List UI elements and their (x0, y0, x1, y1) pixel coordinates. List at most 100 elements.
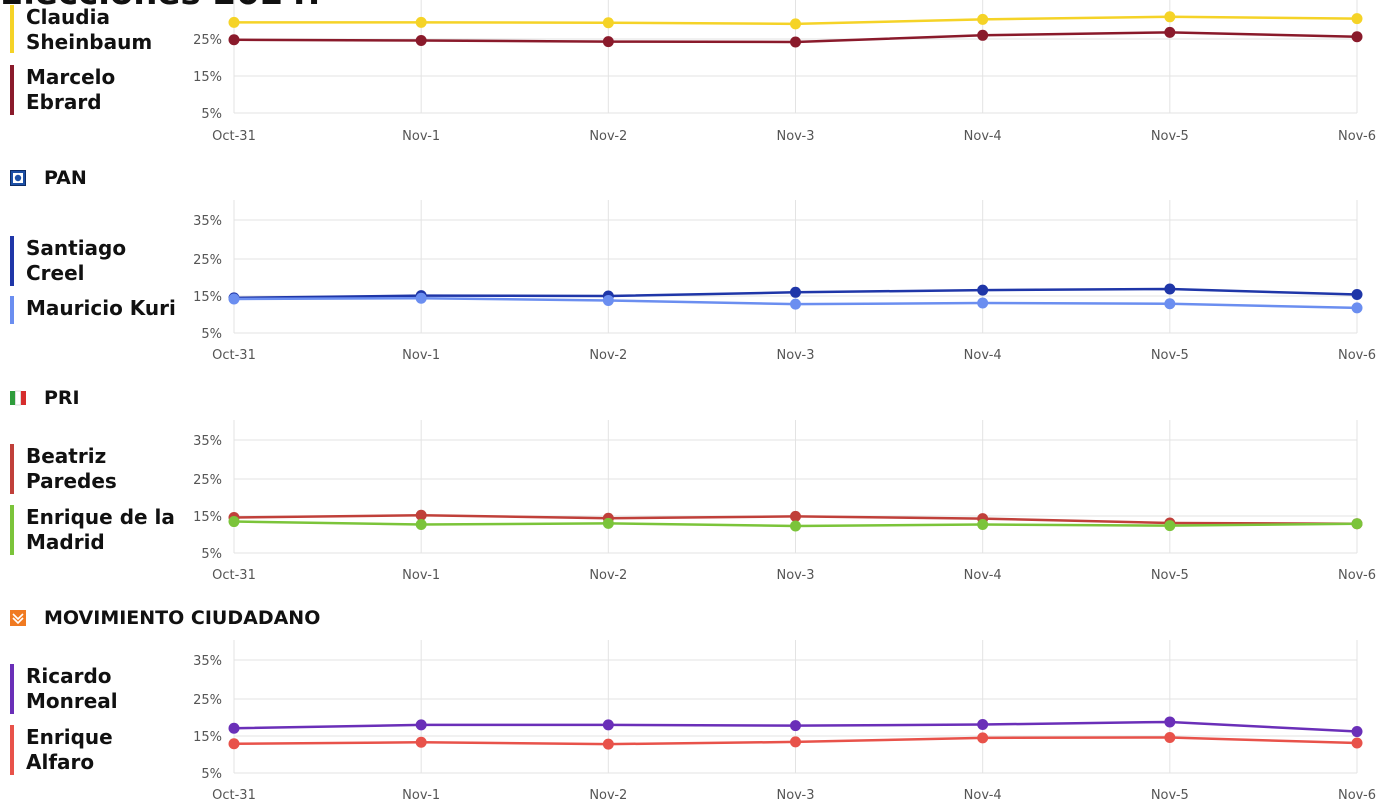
pan-logo-icon (10, 170, 26, 186)
x-tick-label: Nov-3 (777, 348, 815, 363)
y-tick-label: 25% (193, 33, 222, 48)
data-point (977, 284, 989, 296)
x-tick-label: Oct-31 (212, 129, 256, 144)
y-tick-label: 5% (201, 547, 222, 562)
data-point (790, 18, 801, 30)
legend-label: Ricardo Monreal (26, 664, 118, 713)
legend-label: Enrique de la Madrid (26, 505, 175, 554)
data-point (415, 292, 427, 304)
data-point (790, 298, 801, 310)
data-point (1164, 26, 1176, 38)
y-tick-label: 25% (193, 473, 222, 488)
y-tick-label: 35% (193, 214, 222, 229)
x-tick-label: Oct-31 (212, 788, 256, 802)
legend-label: Mauricio Kuri (26, 296, 176, 320)
data-point (1351, 289, 1363, 301)
data-point (415, 509, 427, 521)
party-name: PAN (44, 167, 87, 189)
data-point (790, 286, 801, 298)
x-tick-label: Nov-6 (1338, 788, 1376, 802)
x-tick-label: Oct-31 (212, 568, 256, 583)
data-point (977, 29, 989, 41)
data-point (228, 738, 240, 750)
y-tick-label: 35% (193, 434, 222, 449)
x-tick-label: Nov-5 (1151, 348, 1189, 363)
x-tick-label: Nov-3 (777, 788, 815, 802)
y-tick-label: 25% (193, 253, 222, 268)
data-point (790, 36, 801, 48)
x-tick-label: Nov-5 (1151, 129, 1189, 144)
party-header: MOVIMIENTO CIUDADANO (10, 606, 320, 630)
data-point (228, 293, 240, 305)
data-point (1164, 731, 1176, 743)
line-chart: 5% 15% 25% 35% Oct-31 Nov-1 Nov-2 Nov-3 Nov-4 Nov… (193, 200, 1376, 363)
y-tick-label: 35% (193, 654, 222, 669)
party-name: MOVIMIENTO CIUDADANO (44, 607, 321, 629)
x-tick-label: Nov-6 (1338, 348, 1376, 363)
legend-entry: Claudia Sheinbaum (10, 5, 186, 54)
x-tick-label: Nov-1 (402, 129, 440, 144)
line-chart: 5% 15% 25% 35% Oct-31 Nov-1 Nov-2 Nov-3 Nov-4 Nov… (193, 640, 1376, 802)
x-tick-label: Nov-5 (1151, 788, 1189, 802)
legend-entry: Mauricio Kuri (10, 296, 186, 324)
data-point (228, 516, 240, 528)
party-header: PAN (10, 166, 87, 190)
x-tick-label: Nov-1 (402, 788, 440, 802)
x-tick-label: Nov-4 (964, 348, 1002, 363)
data-point (602, 738, 614, 750)
x-tick-label: Nov-2 (589, 568, 627, 583)
x-tick-label: Nov-5 (1151, 568, 1189, 583)
data-point (1351, 737, 1363, 749)
legend-entry: Ricardo Monreal (10, 664, 186, 714)
page-title: Elecciones 2024: (0, 0, 321, 10)
y-tick-label: 15% (193, 70, 222, 85)
x-tick-label: Nov-4 (964, 568, 1002, 583)
pri-logo-icon (10, 390, 26, 406)
y-tick-label: 5% (201, 327, 222, 342)
party-header: PRI (10, 386, 80, 410)
x-tick-label: Nov-2 (589, 788, 627, 802)
data-point (790, 720, 801, 732)
y-tick-label: 25% (193, 693, 222, 708)
legend-label: Santiago Creel (26, 236, 127, 285)
data-point (602, 719, 614, 731)
y-tick-label: 15% (193, 290, 222, 305)
data-point (1164, 298, 1176, 310)
data-point (1351, 13, 1363, 25)
data-point (1164, 520, 1176, 532)
data-point (602, 36, 614, 48)
data-point (1164, 283, 1176, 295)
data-point (602, 17, 614, 29)
x-tick-label: Nov-6 (1338, 129, 1376, 144)
data-point (790, 510, 801, 522)
data-point (415, 736, 427, 748)
legend-entry: Marcelo Ebrard (10, 65, 186, 115)
data-point (228, 722, 240, 734)
x-tick-label: Nov-3 (777, 129, 815, 144)
x-tick-label: Nov-4 (964, 129, 1002, 144)
x-tick-label: Nov-2 (589, 129, 627, 144)
data-point (415, 719, 427, 731)
legend-label: Beatriz Paredes (26, 444, 117, 493)
data-point (415, 519, 427, 531)
data-point (415, 34, 427, 46)
legend-entry: Santiago Creel (10, 236, 186, 286)
data-point (1164, 716, 1176, 728)
x-tick-label: Nov-2 (589, 348, 627, 363)
data-point (1351, 302, 1363, 314)
line-chart: 5% 15% 25% Oct-31 Nov-1 Nov-2 Nov-3 Nov-4 Nov-5 N… (193, 0, 1376, 144)
data-point (977, 13, 989, 25)
data-point (790, 520, 801, 532)
legend-entry: Enrique de la Madrid (10, 505, 186, 555)
data-point (602, 517, 614, 529)
legend-label: Marcelo Ebrard (26, 65, 116, 114)
party-name: PRI (44, 387, 80, 409)
x-tick-label: Nov-3 (777, 568, 815, 583)
legend-entry: Enrique Alfaro (10, 725, 186, 775)
line-chart: 5% 15% 25% 35% Oct-31 Nov-1 Nov-2 Nov-3 Nov-4 Nov… (193, 420, 1376, 583)
data-point (790, 736, 801, 748)
data-point (228, 34, 240, 46)
x-tick-label: Nov-1 (402, 568, 440, 583)
legend-entry: Beatriz Paredes (10, 444, 186, 494)
x-tick-label: Oct-31 (212, 348, 256, 363)
